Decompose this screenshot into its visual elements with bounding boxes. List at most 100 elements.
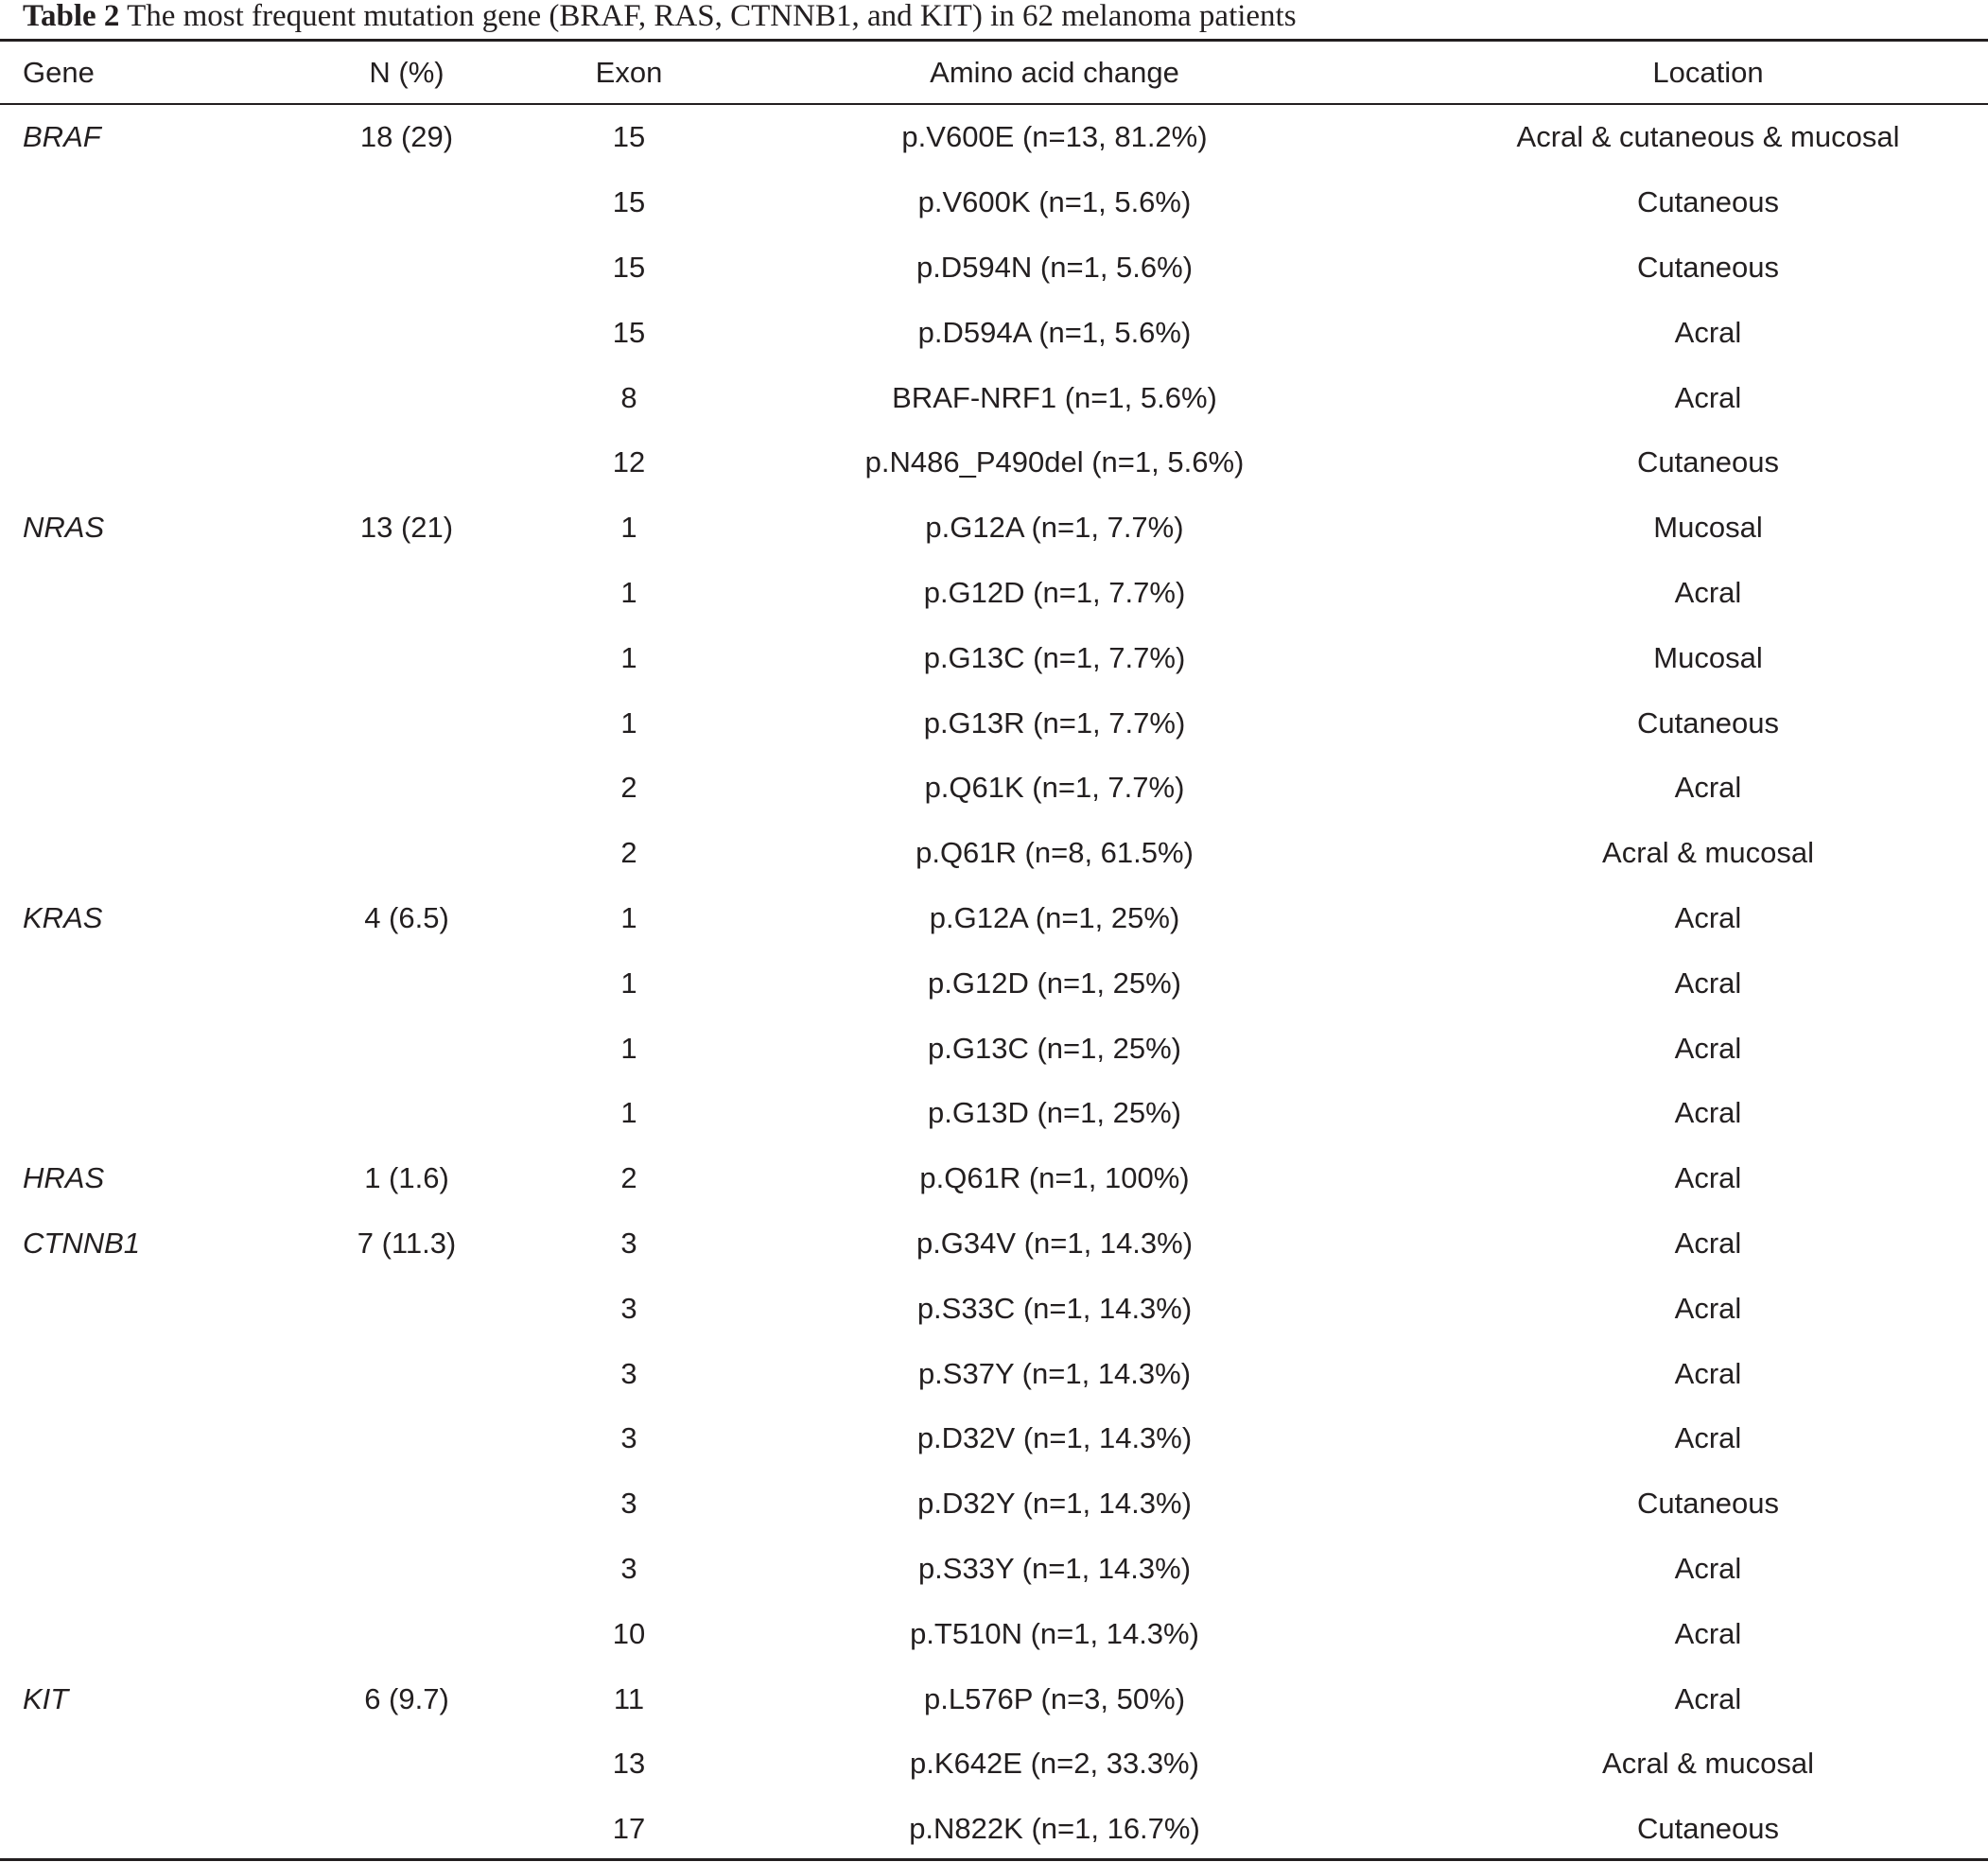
cell-amino-acid-change: p.D32Y (n=1, 14.3%) bbox=[917, 1487, 1192, 1521]
header-exon: Exon bbox=[595, 55, 663, 89]
table-row: BRAF 18 (29) 15 p.V600E (n=13, 81.2%) Acral … bbox=[0, 105, 1988, 170]
cell-amino-acid-change: p.S37Y (n=1, 14.3%) bbox=[917, 1356, 1192, 1390]
table-row: 13 p.K642E (n=2, 33.3%) Acral & mucosal bbox=[0, 1731, 1988, 1797]
cell-location: Acral bbox=[1674, 1226, 1742, 1260]
table-header-rule bbox=[0, 103, 1988, 105]
cell-n-percent: 4 (6.5) bbox=[364, 900, 449, 934]
cell-gene bbox=[0, 1471, 236, 1537]
cell-exon: 3 bbox=[620, 1291, 637, 1325]
cell-location: Acral bbox=[1674, 1616, 1742, 1650]
cell-exon: 3 bbox=[620, 1487, 637, 1521]
cell-exon: 1 bbox=[620, 966, 637, 1000]
cell-amino-acid-change: p.K642E (n=2, 33.3%) bbox=[910, 1747, 1199, 1781]
table-row: 3 p.S33Y (n=1, 14.3%) Acral bbox=[0, 1537, 1988, 1602]
table-row: 3 p.S37Y (n=1, 14.3%) Acral bbox=[0, 1341, 1988, 1406]
cell-location: Acral bbox=[1674, 1291, 1742, 1325]
cell-amino-acid-change: p.S33C (n=1, 14.3%) bbox=[916, 1291, 1193, 1325]
cell-n-percent bbox=[236, 1537, 577, 1602]
mutation-table: Gene N (%) Exon Amino acid change Locati… bbox=[0, 42, 1988, 1862]
cell-amino-acid-change: p.D594N (n=1, 5.6%) bbox=[916, 250, 1194, 284]
header-gene: Gene bbox=[23, 55, 95, 89]
cell-amino-acid-change: p.G12D (n=1, 7.7%) bbox=[923, 575, 1186, 609]
cell-n-percent bbox=[236, 561, 577, 626]
cell-gene bbox=[0, 950, 236, 1016]
table-row: 17 p.N822K (n=1, 16.7%) Cutaneous bbox=[0, 1797, 1988, 1862]
table-caption: Table 2 The most frequent mutation gene … bbox=[23, 0, 1297, 38]
table-row: 10 p.T510N (n=1, 14.3%) Acral bbox=[0, 1601, 1988, 1666]
cell-n-percent bbox=[236, 821, 577, 886]
cell-n-percent: 1 (1.6) bbox=[364, 1161, 449, 1195]
cell-exon: 11 bbox=[613, 1681, 645, 1715]
cell-amino-acid-change: p.T510N (n=1, 14.3%) bbox=[910, 1616, 1199, 1650]
cell-gene: BRAF bbox=[23, 120, 101, 154]
cell-n-percent: 13 (21) bbox=[359, 511, 454, 545]
cell-gene bbox=[0, 821, 236, 886]
cell-gene bbox=[0, 365, 236, 430]
cell-location: Cutaneous bbox=[1637, 185, 1779, 219]
table-row: 3 p.S33C (n=1, 14.3%) Acral bbox=[0, 1276, 1988, 1341]
cell-exon: 1 bbox=[620, 1031, 637, 1065]
cell-n-percent bbox=[236, 235, 577, 301]
cell-amino-acid-change: p.G12A (n=1, 7.7%) bbox=[925, 511, 1184, 545]
cell-location: Acral bbox=[1674, 1031, 1742, 1065]
cell-gene bbox=[0, 235, 236, 301]
table-row: 1 p.G13D (n=1, 25%) Acral bbox=[0, 1081, 1988, 1146]
cell-exon: 10 bbox=[612, 1616, 646, 1650]
cell-exon: 13 bbox=[612, 1747, 646, 1781]
table-row: KRAS 4 (6.5) 1 p.G12A (n=1, 25%) Acral bbox=[0, 886, 1988, 951]
cell-exon: 1 bbox=[620, 1096, 637, 1130]
cell-n-percent bbox=[236, 1016, 577, 1081]
cell-location: Acral bbox=[1674, 1356, 1742, 1390]
cell-n-percent: 18 (29) bbox=[359, 120, 454, 154]
table-row: 8 BRAF-NRF1 (n=1, 5.6%) Acral bbox=[0, 365, 1988, 430]
cell-amino-acid-change: p.Q61R (n=8, 61.5%) bbox=[916, 836, 1194, 870]
cell-exon: 3 bbox=[620, 1421, 637, 1455]
cell-amino-acid-change: p.V600E (n=13, 81.2%) bbox=[901, 120, 1208, 154]
cell-exon: 1 bbox=[620, 511, 637, 545]
cell-amino-acid-change: p.G34V (n=1, 14.3%) bbox=[916, 1226, 1194, 1260]
cell-exon: 3 bbox=[620, 1226, 637, 1260]
cell-gene bbox=[0, 1341, 236, 1406]
cell-location: Acral & cutaneous & mucosal bbox=[1516, 120, 1900, 154]
cell-location: Cutaneous bbox=[1637, 1812, 1779, 1846]
cell-n-percent bbox=[236, 1276, 577, 1341]
table-row: 15 p.D594A (n=1, 5.6%) Acral bbox=[0, 300, 1988, 365]
cell-amino-acid-change: p.G13C (n=1, 7.7%) bbox=[923, 640, 1186, 674]
cell-gene bbox=[0, 756, 236, 821]
cell-n-percent: 6 (9.7) bbox=[364, 1681, 449, 1715]
table-row: 15 p.D594N (n=1, 5.6%) Cutaneous bbox=[0, 235, 1988, 301]
table-row: 12 p.N486_P490del (n=1, 5.6%) Cutaneous bbox=[0, 430, 1988, 496]
cell-amino-acid-change: p.L576P (n=3, 50%) bbox=[923, 1681, 1186, 1715]
cell-location: Acral bbox=[1674, 1096, 1742, 1130]
cell-location: Acral bbox=[1674, 771, 1742, 805]
table-header-row: Gene N (%) Exon Amino acid change Locati… bbox=[0, 42, 1988, 103]
cell-exon: 2 bbox=[620, 836, 637, 870]
cell-location: Acral bbox=[1674, 575, 1742, 609]
cell-location: Acral bbox=[1674, 315, 1742, 349]
cell-amino-acid-change: p.D594A (n=1, 5.6%) bbox=[917, 315, 1192, 349]
cell-location: Acral & mucosal bbox=[1602, 1747, 1814, 1781]
cell-n-percent bbox=[236, 1341, 577, 1406]
table-header: Gene N (%) Exon Amino acid change Locati… bbox=[0, 42, 1988, 103]
cell-gene bbox=[0, 625, 236, 690]
header-n-percent: N (%) bbox=[369, 55, 445, 89]
cell-location: Cutaneous bbox=[1637, 1487, 1779, 1521]
table-row: 15 p.V600K (n=1, 5.6%) Cutaneous bbox=[0, 170, 1988, 235]
cell-gene: KRAS bbox=[23, 900, 103, 934]
header-amino-acid-change: Amino acid change bbox=[930, 55, 1179, 89]
table-row: 3 p.D32V (n=1, 14.3%) Acral bbox=[0, 1406, 1988, 1471]
cell-gene bbox=[0, 430, 236, 496]
cell-gene bbox=[0, 300, 236, 365]
cell-n-percent bbox=[236, 1406, 577, 1471]
cell-gene bbox=[0, 1601, 236, 1666]
cell-exon: 3 bbox=[620, 1551, 637, 1585]
cell-n-percent bbox=[236, 1797, 577, 1862]
table-body: BRAF 18 (29) 15 p.V600E (n=13, 81.2%) Acral … bbox=[0, 103, 1988, 1862]
cell-exon: 15 bbox=[612, 120, 646, 154]
cell-location: Cutaneous bbox=[1637, 250, 1779, 284]
cell-exon: 15 bbox=[612, 315, 646, 349]
cell-gene: HRAS bbox=[23, 1161, 105, 1195]
table-row: 1 p.G12D (n=1, 7.7%) Acral bbox=[0, 561, 1988, 626]
cell-gene bbox=[0, 1016, 236, 1081]
cell-location: Acral bbox=[1674, 966, 1742, 1000]
